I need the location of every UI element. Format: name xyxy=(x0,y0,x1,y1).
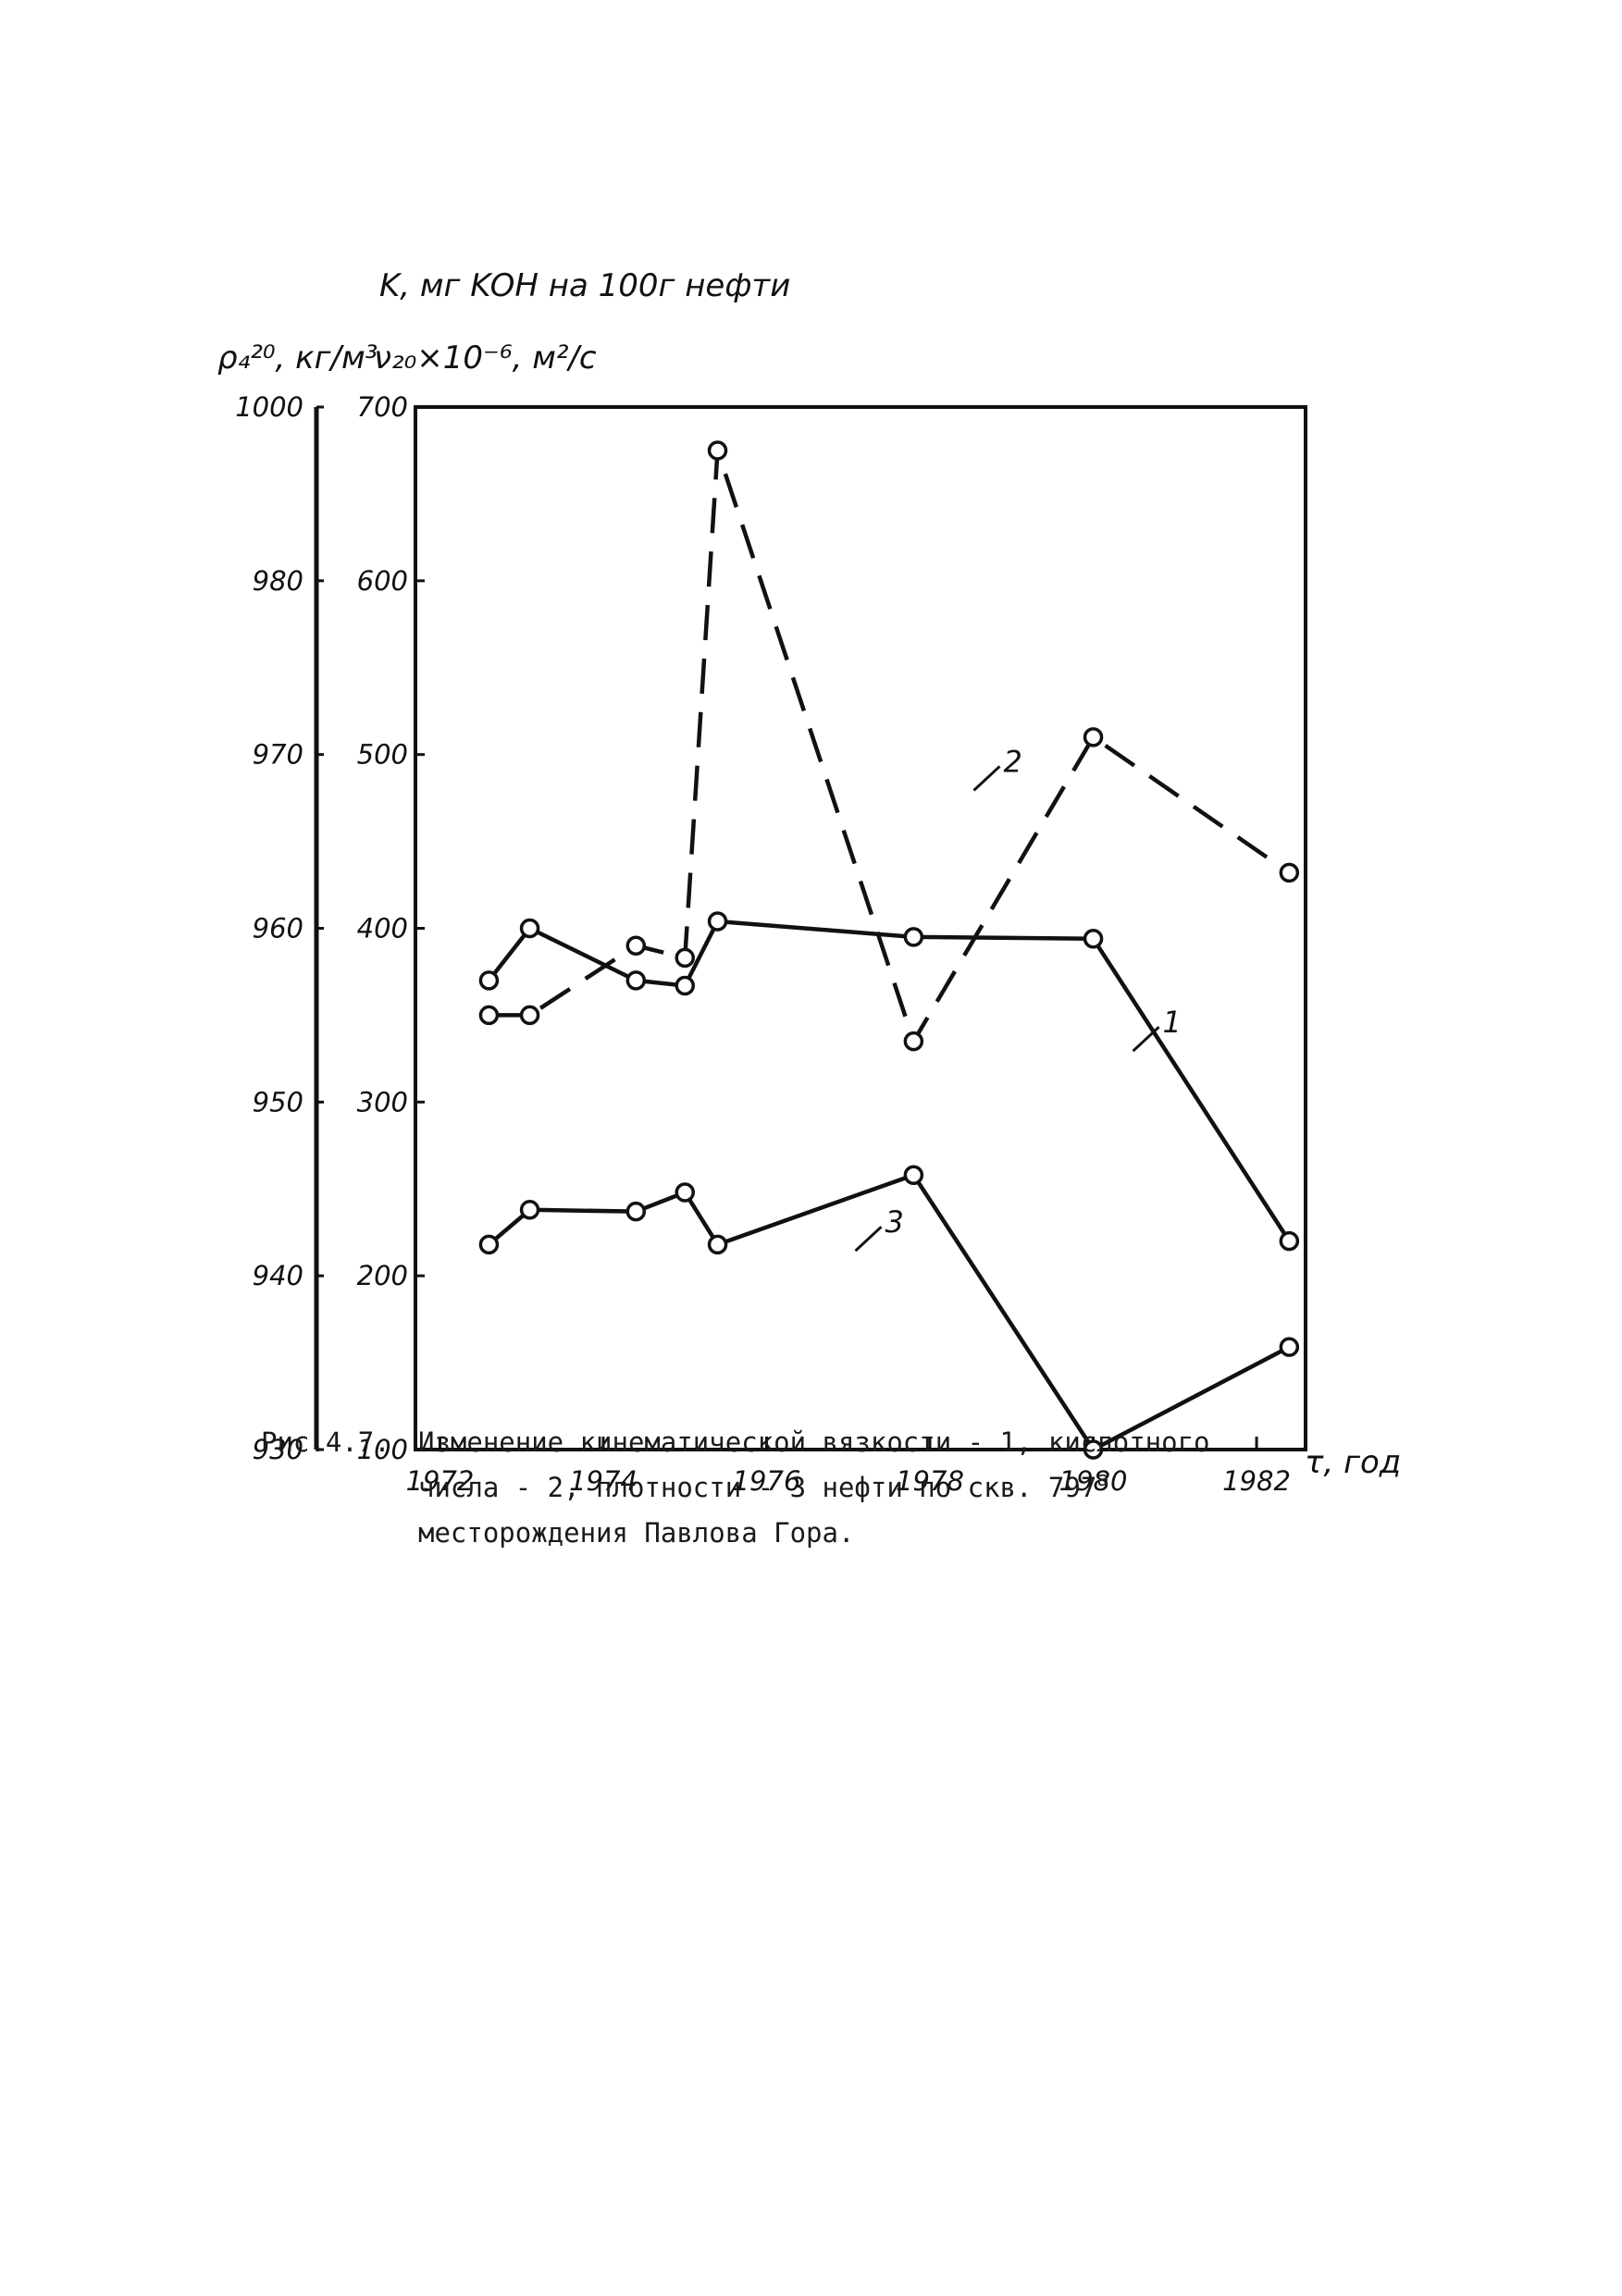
data-point xyxy=(478,1234,500,1255)
data-point xyxy=(1279,1230,1300,1252)
density-tick-label: 940 xyxy=(253,1260,303,1291)
series-layer: 1 2 3 xyxy=(478,440,1300,1460)
viscosity-tick-label: 700 xyxy=(357,391,408,423)
data-point xyxy=(903,927,924,947)
x-tick-label: 1976 xyxy=(733,1465,801,1497)
x-tick-label: 1972 xyxy=(406,1465,475,1497)
caption-body: Изменение кинематической вязкости - 1, к… xyxy=(418,1420,1371,1556)
density-tick-label: 950 xyxy=(253,1086,303,1117)
data-point xyxy=(625,1201,647,1222)
viscosity-tick-label: 400 xyxy=(357,913,408,944)
density-axis-title: ρ₄²⁰, кг/м³ xyxy=(217,339,378,376)
acid-number-axis-title: K, мг KOH на 100г нефти xyxy=(379,267,790,304)
caption-figure-label: Рис.4.7. xyxy=(261,1426,390,1458)
caption-line-1: Изменение кинематической вязкости - 1, к… xyxy=(418,1426,1210,1458)
series-line xyxy=(487,919,1292,1242)
plot-frame xyxy=(414,405,1307,1451)
data-point xyxy=(478,1005,500,1026)
caption-superscript: а xyxy=(1096,1468,1109,1491)
data-point xyxy=(519,1200,540,1220)
series-label: 3 xyxy=(885,1204,903,1240)
data-point xyxy=(1279,1337,1300,1357)
series-line xyxy=(487,1172,1291,1452)
viscosity-tick-label: 300 xyxy=(357,1086,408,1117)
viscosity-tick-label: 200 xyxy=(357,1260,408,1291)
data-point xyxy=(1279,862,1300,883)
series-1: 1 xyxy=(478,911,1300,1252)
caption-line-2: числа - 2, плотности - 3 нефти по скв. 7… xyxy=(418,1465,1371,1511)
data-point xyxy=(707,440,728,461)
data-point xyxy=(519,1005,540,1026)
density-tick-label: 960 xyxy=(253,913,303,944)
viscosity-tick-label: 100 xyxy=(357,1434,408,1465)
caption-line-2-text: числа - 2, плотности - 3 нефти по скв. 7… xyxy=(418,1472,1097,1503)
x-tick-label: 1978 xyxy=(896,1465,964,1497)
x-tick-label: 1980 xyxy=(1059,1465,1128,1497)
data-point xyxy=(675,947,695,969)
series-3: 3 xyxy=(478,1165,1300,1460)
density-tick-label: 980 xyxy=(253,565,303,597)
series-label-leader xyxy=(854,1226,883,1253)
data-point xyxy=(675,1182,695,1203)
x-tick-label: 1982 xyxy=(1222,1465,1291,1497)
viscosity-axis-title: ν₂₀×10⁻⁶, м²/с xyxy=(374,339,597,376)
series-label-leader xyxy=(972,765,1001,792)
data-point xyxy=(675,975,695,996)
viscosity-tick-label: 600 xyxy=(357,565,408,597)
data-point xyxy=(903,1031,924,1052)
data-point xyxy=(625,970,647,991)
series-2: 2 xyxy=(478,440,1300,1052)
series-line xyxy=(489,448,1291,1043)
x-tick-label: 1974 xyxy=(569,1465,638,1497)
series-label-leader xyxy=(1132,1026,1160,1053)
density-tick-label: 930 xyxy=(253,1434,303,1465)
data-point xyxy=(707,1234,728,1255)
series-label: 1 xyxy=(1163,1005,1182,1040)
data-point xyxy=(707,911,728,932)
density-tick-label: 1000 xyxy=(235,391,303,423)
data-point xyxy=(1083,727,1104,747)
density-tick-label: 970 xyxy=(253,739,303,771)
x-axis-title: τ, год xyxy=(1305,1444,1401,1481)
data-point xyxy=(625,935,647,957)
data-point xyxy=(478,970,500,991)
data-point xyxy=(519,918,540,939)
data-point xyxy=(1083,929,1104,949)
series-label: 2 xyxy=(1003,744,1021,779)
figure-caption: Рис.4.7. Изменение кинематической вязкост… xyxy=(261,1420,1427,1556)
caption-line-3: месторождения Павлова Гора. xyxy=(418,1517,855,1549)
data-point xyxy=(903,1165,924,1185)
data-point xyxy=(1083,1439,1104,1460)
viscosity-tick-label: 500 xyxy=(357,739,408,771)
ticks-layer: 1972 1974 1976 1978 1980 19821002003004005006… xyxy=(235,391,1291,1497)
